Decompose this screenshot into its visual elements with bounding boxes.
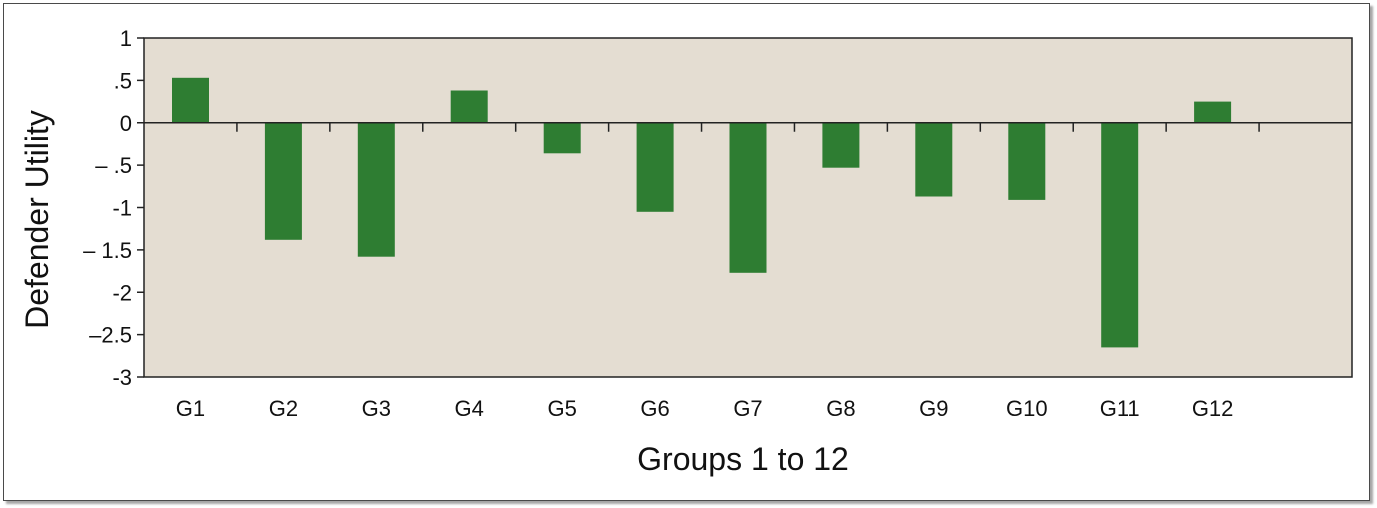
category-labels-group: G1 G2 G3 G4 G5 G6 G7 G8 G9 G10 G11 G12 xyxy=(176,396,1234,421)
bar-g7 xyxy=(729,122,767,273)
bar-g9 xyxy=(915,122,953,197)
y-tick-label: – 1.5 xyxy=(83,238,132,263)
x-tick-label: G2 xyxy=(269,396,298,421)
bar-g5 xyxy=(543,122,581,154)
y-tick-label: 1 xyxy=(120,26,132,51)
x-tick-label: G3 xyxy=(362,396,391,421)
x-tick-label: G1 xyxy=(176,396,205,421)
y-axis-title: Defender Utility xyxy=(19,110,55,329)
bar-g2 xyxy=(264,122,302,240)
y-ticks-group: 1 .5 0 – .5 -1 – 1.5 -2 –2.5 -3 xyxy=(83,26,144,390)
x-tick-label: G5 xyxy=(547,396,576,421)
bar-g10 xyxy=(1008,122,1046,200)
y-tick-label: -1 xyxy=(112,196,132,221)
bar-g4 xyxy=(450,90,488,123)
x-tick-label: G11 xyxy=(1100,396,1140,421)
x-tick-label: G6 xyxy=(640,396,669,421)
x-axis-title: Groups 1 to 12 xyxy=(637,441,849,477)
y-tick-label: -3 xyxy=(112,365,132,390)
bar-g12 xyxy=(1194,101,1232,123)
bar-g3 xyxy=(357,122,395,257)
x-tick-label: G9 xyxy=(919,396,948,421)
y-tick-label: 0 xyxy=(120,111,132,136)
y-tick-label: -2 xyxy=(112,280,132,305)
x-tick-label: G8 xyxy=(826,396,855,421)
y-tick-label: –2.5 xyxy=(89,323,132,348)
bar-g1 xyxy=(172,77,209,123)
x-tick-label: G7 xyxy=(733,396,762,421)
y-tick-label: – .5 xyxy=(95,153,132,178)
x-tick-label: G4 xyxy=(455,396,484,421)
bar-g8 xyxy=(822,122,860,168)
y-tick-label: .5 xyxy=(114,68,132,93)
x-tick-label: G10 xyxy=(1006,396,1048,421)
x-ticks-group xyxy=(236,122,1260,132)
x-tick-label: G12 xyxy=(1192,396,1234,421)
bars-group xyxy=(172,77,1232,348)
bar-g11 xyxy=(1101,122,1139,348)
bar-g6 xyxy=(636,122,674,212)
